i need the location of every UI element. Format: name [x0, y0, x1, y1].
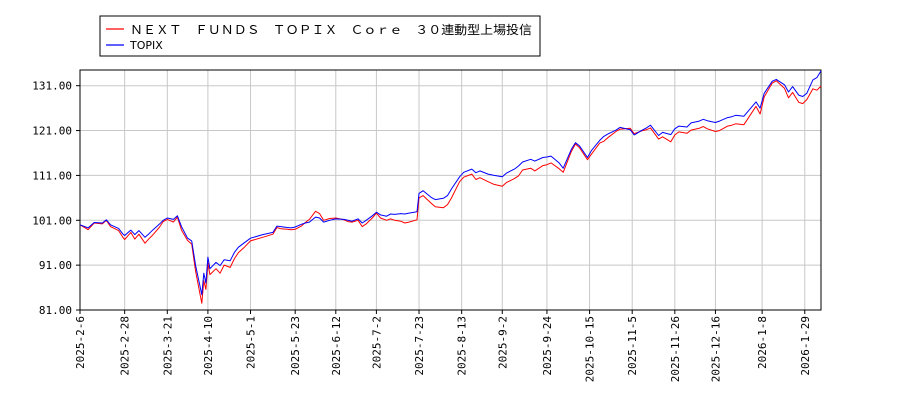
x-tick-label: 2025-5-23 [289, 316, 302, 376]
x-tick-label: 2025-5-1 [245, 316, 258, 369]
x-tick-label: 2025-2-6 [74, 316, 87, 369]
x-tick-label: 2025-3-21 [161, 316, 174, 376]
x-tick-label: 2025-6-12 [330, 316, 343, 376]
x-tick-label: 2025-7-2 [370, 316, 383, 369]
plot-area [79, 69, 822, 311]
y-axis-ticks: 81.00 91.00 101.00 111.00 121.00 131.00 [32, 80, 80, 317]
y-tick-label: 91.00 [39, 259, 72, 272]
legend: ＮＥＸＴ ＦＵＮＤＳ ＴＯＰＩＸ Ｃｏｒｅ ３０連動型上場投信 TOPIX [99, 15, 541, 57]
legend-label-topix: TOPIX [129, 39, 163, 52]
x-tick-label: 2025-11-26 [669, 316, 682, 382]
y-tick-label: 131.00 [32, 80, 72, 93]
series-lines [79, 70, 822, 304]
x-tick-label: 2025-10-15 [584, 316, 597, 382]
grid [79, 70, 821, 311]
series-line-topix [79, 70, 822, 296]
x-tick-label: 2026-1-29 [799, 316, 812, 376]
y-tick-label: 81.00 [39, 304, 72, 317]
x-tick-label: 2026-1-8 [756, 316, 769, 369]
x-tick-label: 2025-2-28 [119, 316, 132, 376]
x-tick-label: 2025-7-23 [413, 316, 426, 376]
x-tick-label: 2025-8-13 [456, 316, 469, 376]
x-tick-label: 2025-4-10 [202, 316, 215, 376]
y-tick-label: 121.00 [32, 125, 72, 138]
x-tick-label: 2025-12-16 [709, 316, 722, 382]
x-axis-ticks: 2025-2-6 2025-2-28 2025-3-21 2025-4-10 2025-… [74, 310, 812, 382]
y-tick-label: 111.00 [32, 169, 72, 182]
x-tick-label: 2025-11-5 [626, 316, 639, 376]
x-tick-label: 2025-9-24 [541, 316, 554, 376]
y-tick-label: 101.00 [32, 214, 72, 227]
x-tick-label: 2025-9-2 [496, 316, 509, 369]
series-line-next-funds [79, 80, 822, 304]
legend-box [99, 15, 541, 57]
legend-label-next-funds: ＮＥＸＴ ＦＵＮＤＳ ＴＯＰＩＸ Ｃｏｒｅ ３０連動型上場投信 [130, 22, 532, 37]
